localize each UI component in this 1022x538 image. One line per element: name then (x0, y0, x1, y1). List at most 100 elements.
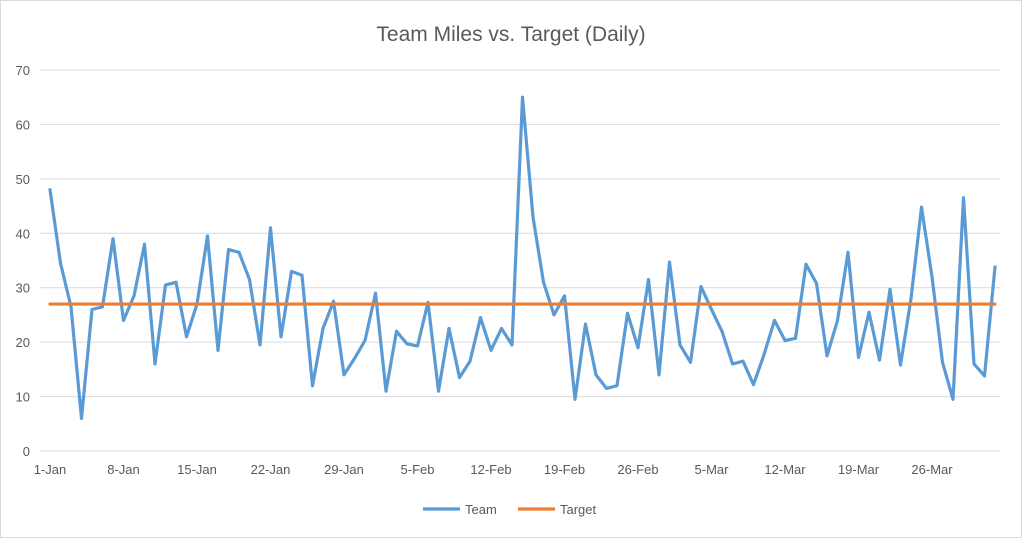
team-point (363, 339, 367, 343)
team-point (321, 327, 325, 331)
y-tick-label: 60 (16, 117, 30, 132)
team-point (647, 278, 650, 282)
x-tick-label: 15-Jan (177, 462, 217, 477)
team-point (594, 373, 598, 377)
team-point (920, 205, 923, 209)
team-point (458, 376, 461, 380)
team-point (699, 285, 703, 289)
team-point (951, 397, 955, 401)
team-point (185, 335, 188, 339)
team-point (773, 318, 776, 322)
team-point (804, 262, 808, 266)
team-point (384, 389, 388, 393)
team-point (584, 322, 587, 326)
x-tick-label: 5-Feb (401, 462, 435, 477)
team-point (479, 316, 482, 320)
team-point (69, 305, 73, 309)
team-point (468, 359, 472, 363)
team-point (405, 342, 409, 346)
x-tick-label: 26-Feb (617, 462, 658, 477)
team-point (227, 248, 230, 252)
team-point (573, 397, 577, 401)
x-tick-label: 8-Jan (107, 462, 140, 477)
team-point (731, 362, 734, 366)
team-point (720, 329, 724, 333)
team-point (636, 346, 640, 350)
team-point (668, 260, 671, 264)
team-point (930, 275, 934, 279)
team-point (815, 281, 818, 285)
team-point (237, 250, 241, 254)
legend-label-target: Target (560, 502, 597, 517)
y-tick-label: 10 (16, 390, 30, 405)
team-point (741, 359, 745, 363)
team-point (164, 283, 167, 287)
team-point (101, 305, 104, 309)
team-point (143, 242, 146, 246)
team-point (836, 318, 839, 322)
team-point (174, 280, 178, 284)
team-point (342, 373, 346, 377)
chart-title: Team Miles vs. Target (Daily) (376, 23, 645, 46)
x-tick-label: 22-Jan (251, 462, 291, 477)
team-point (374, 291, 377, 295)
x-tick-label: 12-Mar (764, 462, 806, 477)
team-point (59, 261, 62, 265)
team-point (269, 226, 272, 230)
team-point (941, 360, 944, 364)
team-point (752, 383, 755, 387)
team-point (825, 354, 829, 358)
y-tick-label: 50 (16, 172, 30, 187)
team-point (794, 336, 797, 340)
team-point (678, 343, 682, 347)
team-point (248, 278, 251, 282)
team-point (300, 273, 304, 277)
team-point (90, 307, 94, 311)
team-point (783, 339, 787, 343)
team-point (206, 234, 209, 238)
legend: Team Target (423, 502, 597, 517)
team-point (332, 299, 335, 303)
team-point (626, 311, 629, 315)
team-point (983, 374, 986, 378)
x-tick-label: 29-Jan (324, 462, 364, 477)
team-point (993, 265, 997, 269)
y-tick-label: 30 (16, 281, 30, 296)
team-point (500, 327, 503, 331)
team-point (48, 188, 52, 192)
team-point (531, 215, 535, 219)
team-point (216, 348, 220, 352)
team-point (605, 386, 608, 390)
team-point (416, 344, 419, 348)
team-point (489, 348, 493, 352)
y-tick-label: 40 (16, 226, 30, 241)
x-tick-label: 19-Feb (544, 462, 585, 477)
x-tick-label: 1-Jan (34, 462, 67, 477)
team-point (899, 363, 902, 367)
team-point (132, 294, 136, 298)
x-tick-label: 5-Mar (695, 462, 730, 477)
y-tick-label: 70 (16, 63, 30, 78)
team-point (867, 310, 871, 314)
team-point (615, 384, 619, 388)
team-point (80, 416, 83, 420)
team-point (972, 362, 976, 366)
team-point (279, 335, 283, 339)
team-point (510, 343, 514, 347)
team-point (258, 343, 262, 347)
legend-label-team: Team (465, 502, 497, 517)
team-point (447, 327, 451, 331)
team-point (846, 250, 850, 254)
team-point (563, 294, 566, 298)
x-tick-label: 19-Mar (838, 462, 880, 477)
team-point (962, 196, 965, 200)
team-point (290, 269, 293, 273)
team-point (153, 362, 157, 366)
x-tick-label: 26-Mar (911, 462, 953, 477)
team-point (437, 389, 440, 393)
team-point (710, 307, 713, 311)
series-team-line (48, 95, 997, 420)
team-point (909, 297, 913, 301)
team-point (657, 373, 661, 377)
team-point (552, 313, 556, 317)
